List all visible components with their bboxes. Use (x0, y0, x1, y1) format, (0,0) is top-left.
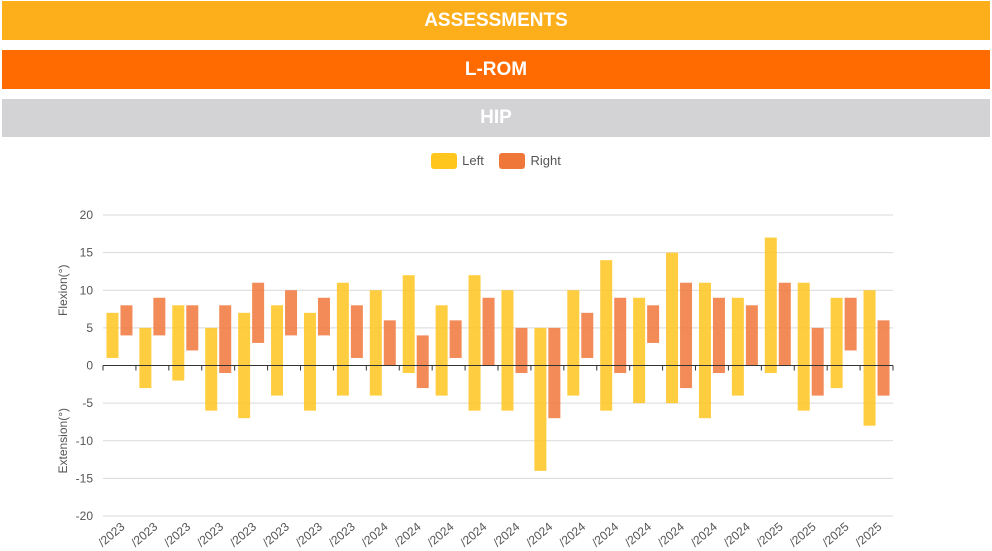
y-tick-label: -15 (76, 471, 94, 485)
bar-right (186, 305, 199, 351)
x-tick-label: /2023 (194, 519, 226, 549)
hip-banner[interactable]: HIP (2, 99, 990, 137)
x-tick-label: /2025 (820, 519, 852, 549)
legend-label-left: Left (462, 153, 484, 169)
bar-right (383, 320, 396, 366)
y-tick-label: -20 (76, 509, 94, 523)
x-tick-label: /2023 (128, 519, 160, 549)
bar-left (830, 297, 843, 389)
x-tick-label: /2024 (523, 519, 555, 549)
bar-left (336, 282, 349, 396)
bar-right (548, 327, 561, 419)
x-tick-label: /2025 (754, 519, 786, 549)
x-tick-label: /2023 (95, 519, 127, 549)
x-tick-label: /2024 (490, 519, 522, 549)
y-tick-label: -5 (82, 396, 93, 410)
bar-right (482, 297, 495, 366)
x-tick-label: /2024 (622, 519, 654, 549)
bar-right (581, 312, 594, 358)
bar-right (614, 297, 627, 374)
chart-legend: Left Right (0, 152, 992, 169)
bar-right (153, 297, 166, 336)
bar-left (172, 305, 185, 381)
x-tick-label: /2024 (359, 519, 391, 549)
bar-right (712, 297, 725, 374)
bar-right (877, 320, 890, 396)
bar-right (745, 305, 758, 366)
legend-label-right: Right (530, 153, 561, 169)
x-tick-label: /2025 (852, 519, 884, 549)
rom-bar-chart: 20151050-5-10-15-20/2023/2023/2023/2023/… (56, 208, 894, 550)
x-tick-label: /2023 (260, 519, 292, 549)
y-tick-label: 0 (86, 359, 93, 373)
y-tick-label: 20 (80, 208, 94, 222)
bar-right (811, 327, 824, 396)
bar-right (416, 335, 429, 389)
bar-left (534, 327, 547, 471)
legend-item-left[interactable]: Left (431, 152, 484, 169)
y-axis-title-extension: Extension(°) (56, 408, 70, 474)
bar-right (515, 327, 528, 374)
bar-left (435, 305, 448, 396)
x-tick-label: /2023 (293, 519, 325, 549)
y-tick-label: 10 (80, 283, 94, 297)
legend-swatch-left (431, 152, 458, 169)
bar-left (501, 290, 514, 411)
bar-left (600, 260, 613, 411)
bar-right (120, 305, 133, 336)
bar-left (633, 297, 646, 404)
x-tick-label: /2024 (392, 519, 424, 549)
x-tick-label: /2024 (721, 519, 753, 549)
x-tick-label: /2023 (161, 519, 193, 549)
y-tick-label: -10 (76, 434, 94, 448)
bar-left (369, 290, 382, 396)
bar-left (402, 275, 415, 374)
bar-left (303, 312, 316, 411)
bar-right (317, 297, 330, 336)
bar-left (271, 305, 284, 396)
l-rom-banner[interactable]: L-ROM (2, 50, 990, 89)
x-tick-label: /2023 (326, 519, 358, 549)
bar-right (219, 305, 232, 374)
bar-left (797, 282, 810, 411)
y-axis-title-flexion: Flexion(°) (56, 265, 70, 316)
x-tick-label: /2024 (425, 519, 457, 549)
legend-item-right[interactable]: Right (499, 152, 561, 169)
bar-right (449, 320, 462, 358)
bar-left (666, 252, 679, 404)
y-tick-label: 5 (86, 321, 93, 335)
bar-left (863, 290, 876, 426)
bar-left (764, 237, 777, 374)
bar-left (567, 290, 580, 396)
bar-left (468, 275, 481, 411)
x-tick-label: /2024 (688, 519, 720, 549)
x-tick-label: /2024 (457, 519, 489, 549)
bar-right (647, 305, 660, 343)
legend-swatch-right (499, 152, 526, 169)
bar-left (106, 312, 119, 358)
bar-left (139, 327, 152, 389)
bar-right (844, 297, 857, 351)
bar-right (680, 282, 693, 389)
x-tick-label: /2023 (227, 519, 259, 549)
bar-right (252, 282, 265, 343)
bar-right (778, 282, 791, 366)
bar-right (350, 305, 363, 358)
x-tick-label: /2024 (655, 519, 687, 549)
x-tick-label: /2024 (556, 519, 588, 549)
y-tick-label: 15 (80, 246, 94, 260)
bar-right (285, 290, 298, 336)
bar-left (731, 297, 744, 396)
assessments-banner[interactable]: ASSESSMENTS (2, 1, 990, 40)
bar-left (205, 327, 218, 411)
x-tick-label: /2024 (589, 519, 621, 549)
bar-left (698, 282, 711, 419)
x-tick-label: /2025 (787, 519, 819, 549)
